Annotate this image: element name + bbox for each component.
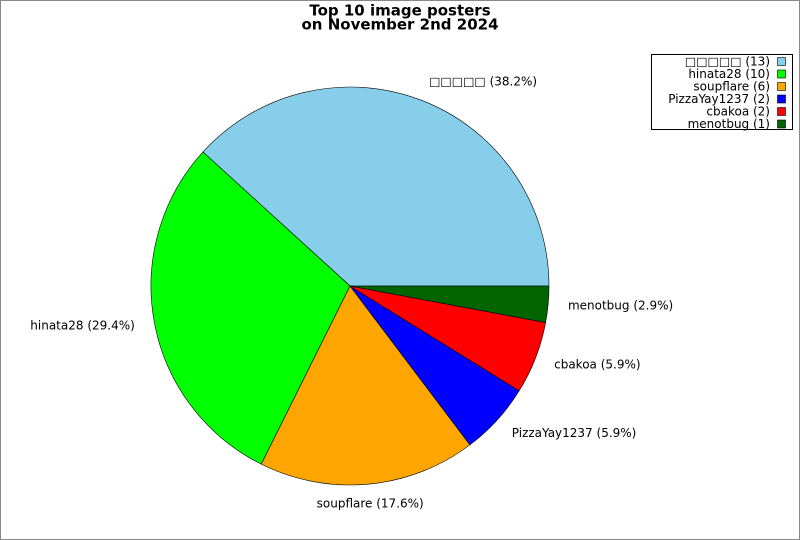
pie-slice [150, 151, 351, 465]
legend-swatch [777, 69, 786, 79]
legend-swatch [777, 57, 786, 66]
legend-label: PizzaYay1237 (2) [668, 92, 770, 106]
legend-swatch [777, 94, 786, 104]
legend-swatch [777, 82, 786, 91]
slice-label: PizzaYay1237 (5.9%) [512, 426, 637, 440]
chart-title: Top 10 image posters [309, 2, 490, 20]
legend-label: cbakoa (2) [706, 105, 770, 119]
slice-label: cbakoa (5.9%) [554, 358, 640, 372]
slice-label: □□□□□ (38.2%) [429, 74, 537, 88]
legend-label: □□□□□ (13) [685, 55, 770, 69]
slice-label: hinata28 (29.4%) [30, 319, 135, 333]
pie-slice [349, 285, 550, 323]
slice-label: menotbug (2.9%) [568, 299, 673, 313]
pie-slice [202, 86, 550, 287]
legend-label: menotbug (1) [688, 117, 770, 131]
chart-title: on November 2nd 2024 [302, 16, 499, 34]
legend-label: soupflare (6) [693, 80, 770, 94]
legend-swatch [777, 107, 786, 116]
legend-box [651, 54, 793, 130]
legend-swatch [777, 119, 786, 129]
slice-label: soupflare (17.6%) [317, 496, 424, 510]
pie-slice [260, 285, 471, 486]
legend-label: hinata28 (10) [688, 67, 770, 81]
